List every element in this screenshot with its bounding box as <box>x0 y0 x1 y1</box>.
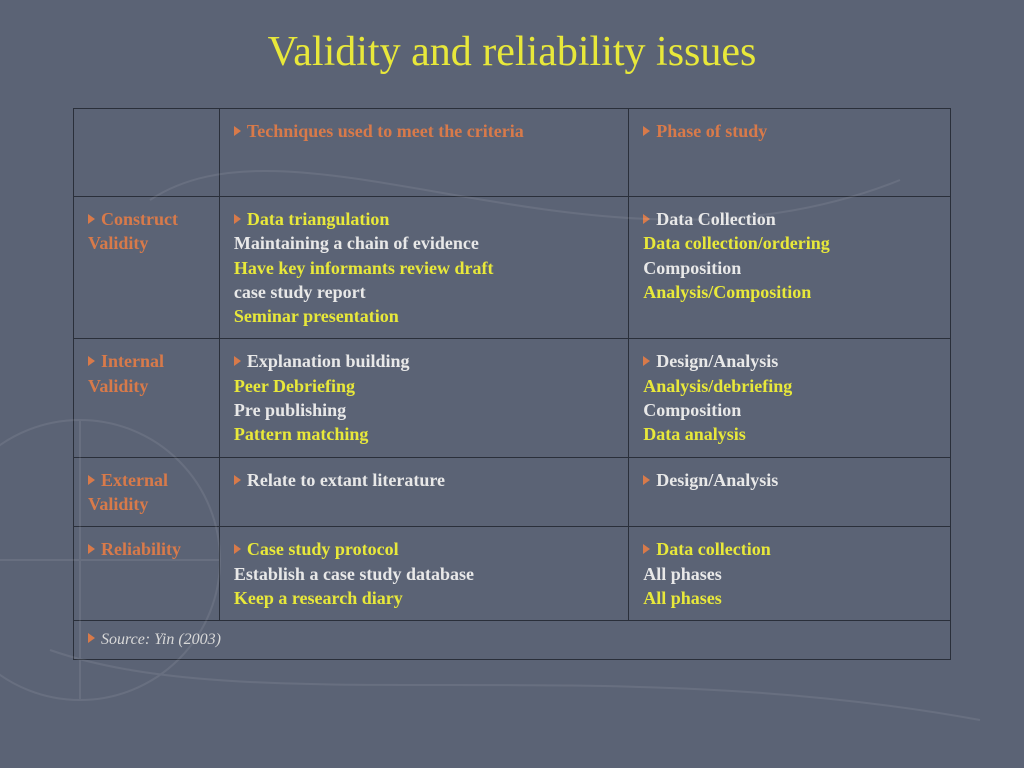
technique-line: Data triangulation <box>247 209 390 229</box>
phase-line: Composition <box>643 400 741 420</box>
validity-table: Techniques used to meet the criteria Pha… <box>73 108 951 660</box>
source-cell: Source: Yin (2003) <box>74 621 951 660</box>
phase-cell: Design/Analysis Analysis/debriefing Compos… <box>629 339 951 457</box>
technique-line: Establish a case study database <box>234 564 474 584</box>
phase-line: All phases <box>643 588 722 608</box>
source-row: Source: Yin (2003) <box>74 621 951 660</box>
technique-line: Have key informants review draft <box>234 258 494 278</box>
phase-line: Composition <box>643 258 741 278</box>
phase-line: Analysis/debriefing <box>643 376 792 396</box>
techniques-cell: Case study protocol Establish a case stud… <box>219 527 628 621</box>
slide-title: Validity and reliability issues <box>0 0 1024 108</box>
techniques-cell: Relate to extant literature <box>219 457 628 527</box>
technique-line: Pattern matching <box>234 424 368 444</box>
phase-cell: Design/Analysis <box>629 457 951 527</box>
triangle-marker-icon <box>234 544 241 554</box>
technique-line: Keep a research diary <box>234 588 403 608</box>
triangle-marker-icon <box>643 544 650 554</box>
triangle-marker-icon <box>88 475 95 485</box>
technique-line: Relate to extant literature <box>247 470 445 490</box>
phase-line: Data analysis <box>643 424 746 444</box>
triangle-marker-icon <box>643 356 650 366</box>
phase-line: Data Collection <box>656 209 775 229</box>
table-row: Reliability Case study protocol Establish … <box>74 527 951 621</box>
technique-line: Pre publishing <box>234 400 346 420</box>
technique-line: Maintaining a chain of evidence <box>234 233 479 253</box>
triangle-marker-icon <box>88 356 95 366</box>
triangle-marker-icon <box>88 544 95 554</box>
phase-cell: Data collection All phases All phases <box>629 527 951 621</box>
row-label: Construct Validity <box>74 197 220 339</box>
triangle-marker-icon <box>234 356 241 366</box>
triangle-marker-icon <box>643 475 650 485</box>
header-blank <box>74 109 220 197</box>
technique-line: Explanation building <box>247 351 410 371</box>
header-phase: Phase of study <box>629 109 951 197</box>
triangle-marker-icon <box>234 475 241 485</box>
phase-line: Design/Analysis <box>656 470 778 490</box>
header-techniques: Techniques used to meet the criteria <box>219 109 628 197</box>
table-row: Construct Validity Data triangulation Main… <box>74 197 951 339</box>
techniques-cell: Explanation building Peer Debriefing Pre p… <box>219 339 628 457</box>
row-label: Internal Validity <box>74 339 220 457</box>
triangle-marker-icon <box>643 214 650 224</box>
table-row: External Validity Relate to extant litera… <box>74 457 951 527</box>
triangle-marker-icon <box>234 126 241 136</box>
triangle-marker-icon <box>234 214 241 224</box>
triangle-marker-icon <box>88 633 95 643</box>
phase-line: All phases <box>643 564 722 584</box>
technique-line: Seminar presentation <box>234 306 399 326</box>
technique-line: case study report <box>234 282 366 302</box>
row-label: Reliability <box>74 527 220 621</box>
table-header-row: Techniques used to meet the criteria Pha… <box>74 109 951 197</box>
technique-line: Peer Debriefing <box>234 376 355 396</box>
phase-line: Data collection/ordering <box>643 233 829 253</box>
triangle-marker-icon <box>643 126 650 136</box>
technique-line: Case study protocol <box>247 539 399 559</box>
phase-line: Design/Analysis <box>656 351 778 371</box>
phase-line: Data collection <box>656 539 770 559</box>
table-row: Internal Validity Explanation building Pee… <box>74 339 951 457</box>
techniques-cell: Data triangulation Maintaining a chain of… <box>219 197 628 339</box>
phase-line: Analysis/Composition <box>643 282 811 302</box>
row-label: External Validity <box>74 457 220 527</box>
triangle-marker-icon <box>88 214 95 224</box>
phase-cell: Data Collection Data collection/ordering C… <box>629 197 951 339</box>
